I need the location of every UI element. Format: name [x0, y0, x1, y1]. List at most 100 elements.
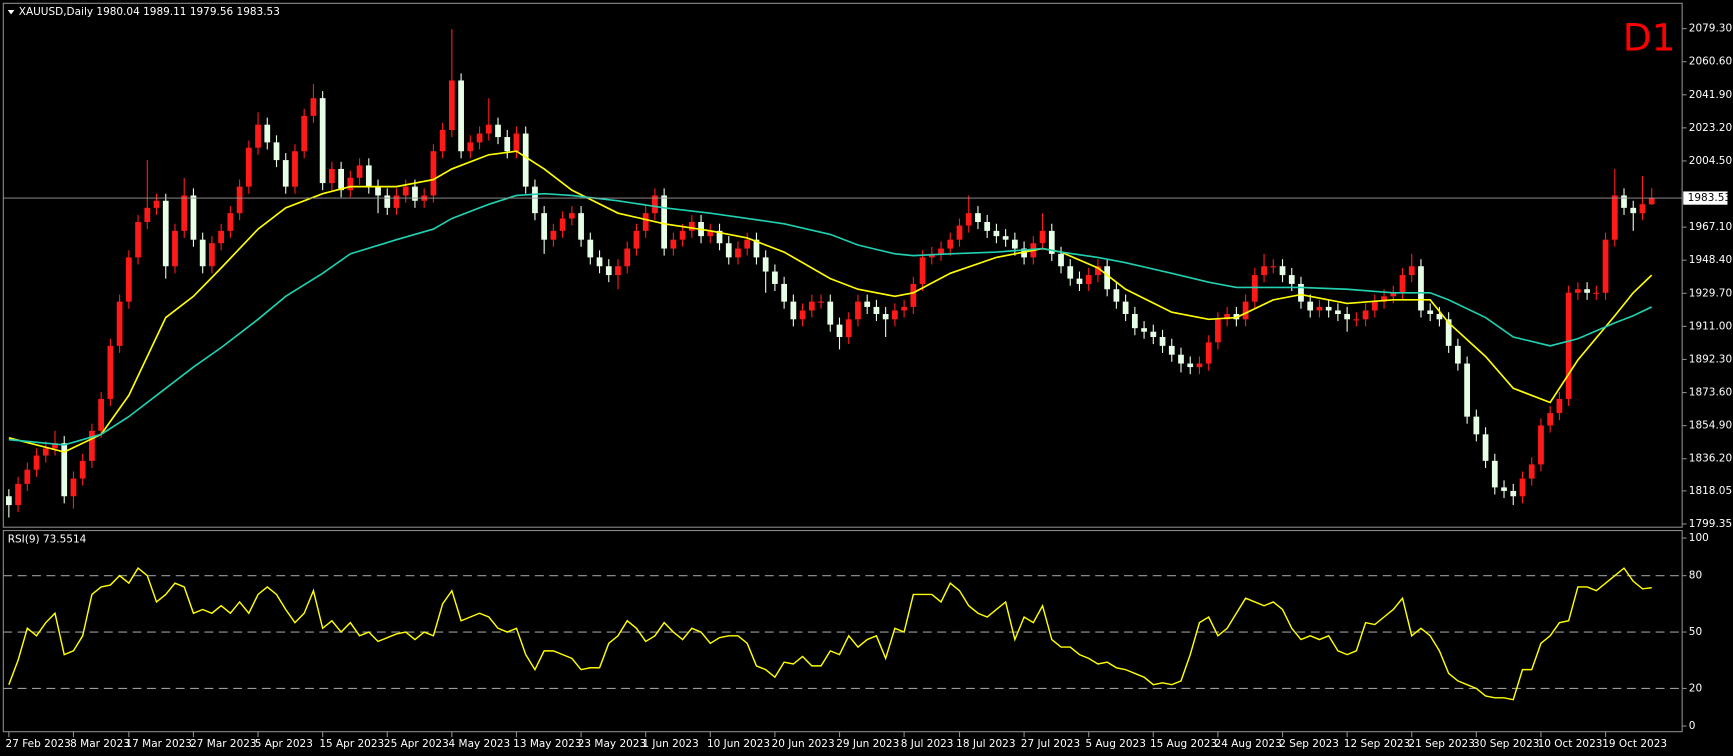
candle-body: [938, 248, 944, 254]
candle-body: [1011, 239, 1018, 249]
candle-body: [319, 98, 326, 184]
candle-body: [1621, 195, 1627, 208]
y-tick-label: 2060.60: [1689, 56, 1732, 68]
menu-arrow[interactable]: [7, 9, 15, 15]
candle-body: [845, 319, 852, 338]
candle-body: [1519, 478, 1526, 497]
candle-body: [1427, 310, 1434, 315]
candle-body: [1371, 301, 1378, 311]
candle-body: [753, 239, 760, 258]
candle-body: [864, 301, 871, 307]
candle-body: [965, 213, 972, 226]
low-value: 1979.56: [190, 6, 234, 18]
x-tick-label: 25 Apr 2023: [384, 738, 449, 750]
timeframe-label: D1: [1623, 15, 1676, 59]
candle-body: [522, 133, 529, 187]
candle-body: [1187, 363, 1194, 368]
candle-body: [181, 195, 188, 231]
rsi-line: [8, 567, 1652, 701]
y-tick-label: 50: [1689, 626, 1702, 638]
candle-body: [725, 243, 732, 258]
candle-body: [993, 230, 1000, 237]
candle-body: [910, 283, 917, 307]
x-tick-label: 27 Mar 2023: [190, 738, 256, 750]
close-value: 1983.53: [237, 6, 280, 18]
candle-body: [1076, 278, 1083, 284]
candle-body: [24, 469, 31, 484]
candle-body: [209, 243, 215, 267]
candle-body: [1168, 345, 1175, 355]
candle-body: [476, 133, 483, 143]
candle-body: [245, 147, 252, 187]
candle-body: [984, 222, 991, 231]
candle-body: [559, 218, 566, 231]
candle-body: [1528, 464, 1535, 479]
candle-body: [550, 230, 557, 240]
candle-body: [1381, 296, 1387, 302]
y-tick-label: 1967.10: [1689, 221, 1732, 233]
candle-body: [901, 306, 907, 311]
candle-body: [624, 248, 631, 267]
y-tick-label: 2079.30: [1689, 23, 1732, 35]
candle-body: [596, 257, 603, 267]
candle-body: [1556, 398, 1563, 414]
candle-body: [1113, 289, 1120, 302]
candle-body: [1298, 283, 1304, 302]
candle-body: [384, 195, 391, 208]
candle-body: [1501, 487, 1507, 491]
x-tick-label: 18 Jul 2023: [956, 738, 1015, 750]
candle-body: [1464, 363, 1470, 417]
candle-body: [310, 98, 317, 116]
candle-body: [162, 200, 169, 267]
x-tick-label: 2 Sep 2023: [1279, 738, 1339, 750]
candle-body: [1316, 306, 1323, 311]
candle-body: [227, 213, 234, 231]
y-tick-label: 1929.70: [1689, 287, 1732, 299]
rsi-name: RSI(9): [8, 533, 40, 545]
candle-body: [1482, 434, 1489, 461]
candle-body: [790, 301, 797, 320]
candle-body: [1418, 266, 1424, 311]
candle-body: [282, 160, 289, 187]
candle-body: [329, 168, 335, 184]
candle-body: [1602, 239, 1609, 293]
candle-body: [430, 151, 437, 196]
x-tick-label: 27 Jul 2023: [1021, 738, 1080, 750]
candle-body: [1399, 275, 1406, 293]
candle-body: [190, 195, 197, 240]
y-tick-label: 0: [1689, 720, 1696, 732]
x-tick-label: 10 Jun 2023: [707, 738, 770, 750]
candle-body: [495, 124, 501, 138]
candle-body: [1261, 266, 1267, 276]
y-tick-label: 1948.40: [1689, 254, 1732, 266]
candle-body: [448, 80, 455, 130]
candle-body: [679, 230, 686, 240]
candle-body: [1390, 292, 1397, 297]
candle-body: [1095, 266, 1101, 276]
candle-body: [1353, 319, 1360, 321]
high-value: 1989.11: [143, 6, 186, 18]
candle-body: [33, 455, 40, 470]
candle-body: [218, 230, 225, 244]
candle-body: [928, 253, 935, 258]
candle-body: [642, 213, 649, 231]
candle-body: [412, 186, 418, 201]
rsi-title: RSI(9) 73.5514: [8, 533, 87, 545]
candle-body: [1648, 198, 1655, 205]
candle-body: [1002, 236, 1009, 240]
candle-body: [1205, 342, 1212, 364]
candle-body: [144, 207, 151, 223]
candle-body: [1141, 328, 1147, 332]
candle-body: [70, 478, 77, 497]
y-tick-label: 2004.50: [1689, 155, 1732, 167]
candle-body: [615, 266, 621, 276]
candle-body: [1574, 289, 1581, 293]
candle-body: [513, 133, 520, 152]
candle-body: [652, 195, 658, 214]
candle-body: [1491, 460, 1498, 488]
candle-body: [1150, 331, 1157, 338]
candle-body: [1122, 301, 1129, 315]
plot-layer: 2079.30 2060.60 2041.90 2023.20 2004.50 1967.…: [3, 23, 1732, 750]
x-tick-label: 5 Aug 2023: [1085, 738, 1145, 750]
